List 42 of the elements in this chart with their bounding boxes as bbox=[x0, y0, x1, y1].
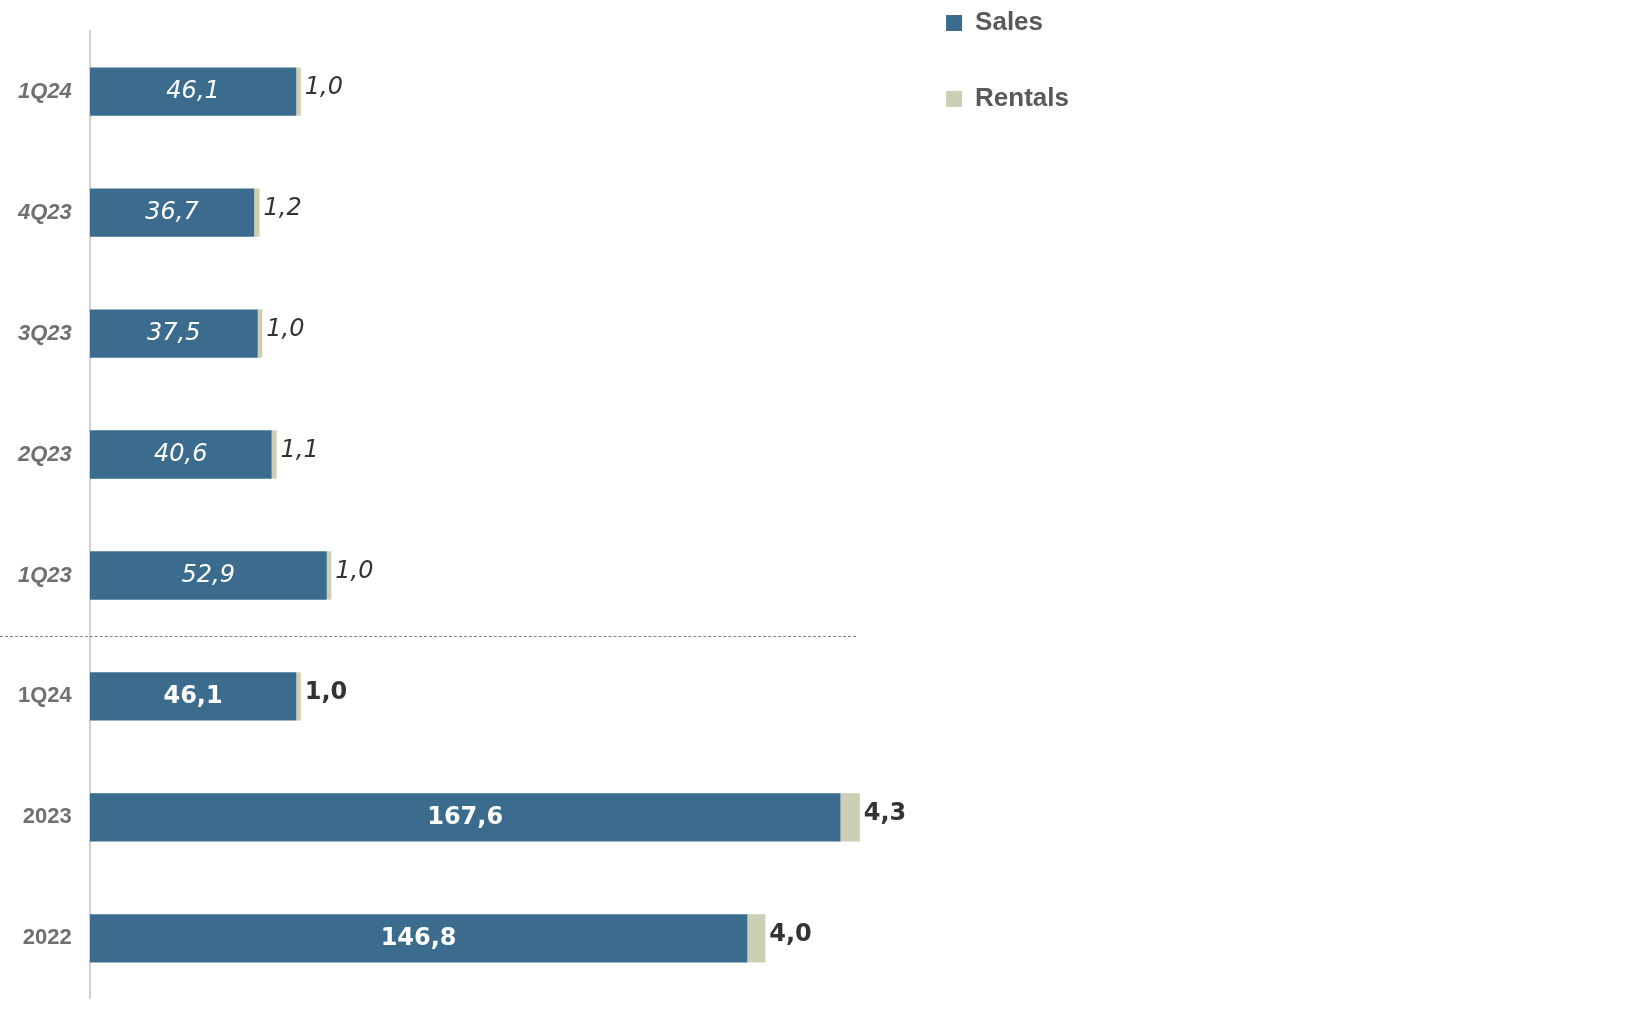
data-label: 1,0 bbox=[266, 313, 305, 342]
y-tick-label: 3Q23 bbox=[17, 319, 72, 345]
data-label: 4,3 bbox=[863, 797, 907, 826]
bar bbox=[89, 430, 272, 479]
legend-label: Sales bbox=[975, 6, 1044, 37]
bar bbox=[747, 914, 766, 963]
bar bbox=[89, 67, 297, 116]
bar bbox=[89, 309, 258, 358]
data-label: 4,0 bbox=[769, 918, 812, 947]
y-tick-label: 2022 bbox=[22, 924, 72, 950]
bar bbox=[89, 672, 297, 721]
data-label: 1,0 bbox=[335, 555, 374, 584]
data-label: 36,7 bbox=[145, 196, 200, 225]
y-tick-label: 4Q23 bbox=[16, 198, 72, 224]
data-label: 1,0 bbox=[304, 676, 348, 705]
data-label: 146,8 bbox=[380, 922, 457, 951]
bar bbox=[326, 551, 332, 600]
data-label: 46,1 bbox=[163, 680, 223, 709]
bar bbox=[296, 67, 301, 116]
bar bbox=[271, 430, 277, 479]
bar bbox=[296, 672, 301, 721]
bar bbox=[257, 309, 263, 358]
y-tick-label: 1Q24 bbox=[17, 682, 73, 708]
data-label: 52,9 bbox=[181, 559, 236, 588]
bar bbox=[89, 188, 255, 237]
bar bbox=[89, 551, 327, 600]
bar bbox=[254, 188, 260, 237]
y-tick-label: 1Q24 bbox=[17, 77, 72, 103]
y-tick-label: 2023 bbox=[22, 803, 72, 829]
bar bbox=[840, 793, 860, 842]
data-label: 1,1 bbox=[280, 434, 319, 463]
data-label: 167,6 bbox=[427, 801, 504, 830]
y-tick-label: 2Q23 bbox=[16, 440, 72, 466]
bar bbox=[89, 793, 841, 842]
data-label: 1,2 bbox=[263, 192, 302, 221]
y-tick-label: 1Q23 bbox=[17, 561, 72, 587]
bar bbox=[89, 914, 748, 963]
data-label: 1,0 bbox=[304, 71, 343, 100]
data-label: 37,5 bbox=[147, 317, 201, 346]
legend-label: Rentals bbox=[975, 82, 1069, 113]
data-label: 46,1 bbox=[166, 75, 220, 104]
data-label: 40,6 bbox=[154, 438, 208, 467]
